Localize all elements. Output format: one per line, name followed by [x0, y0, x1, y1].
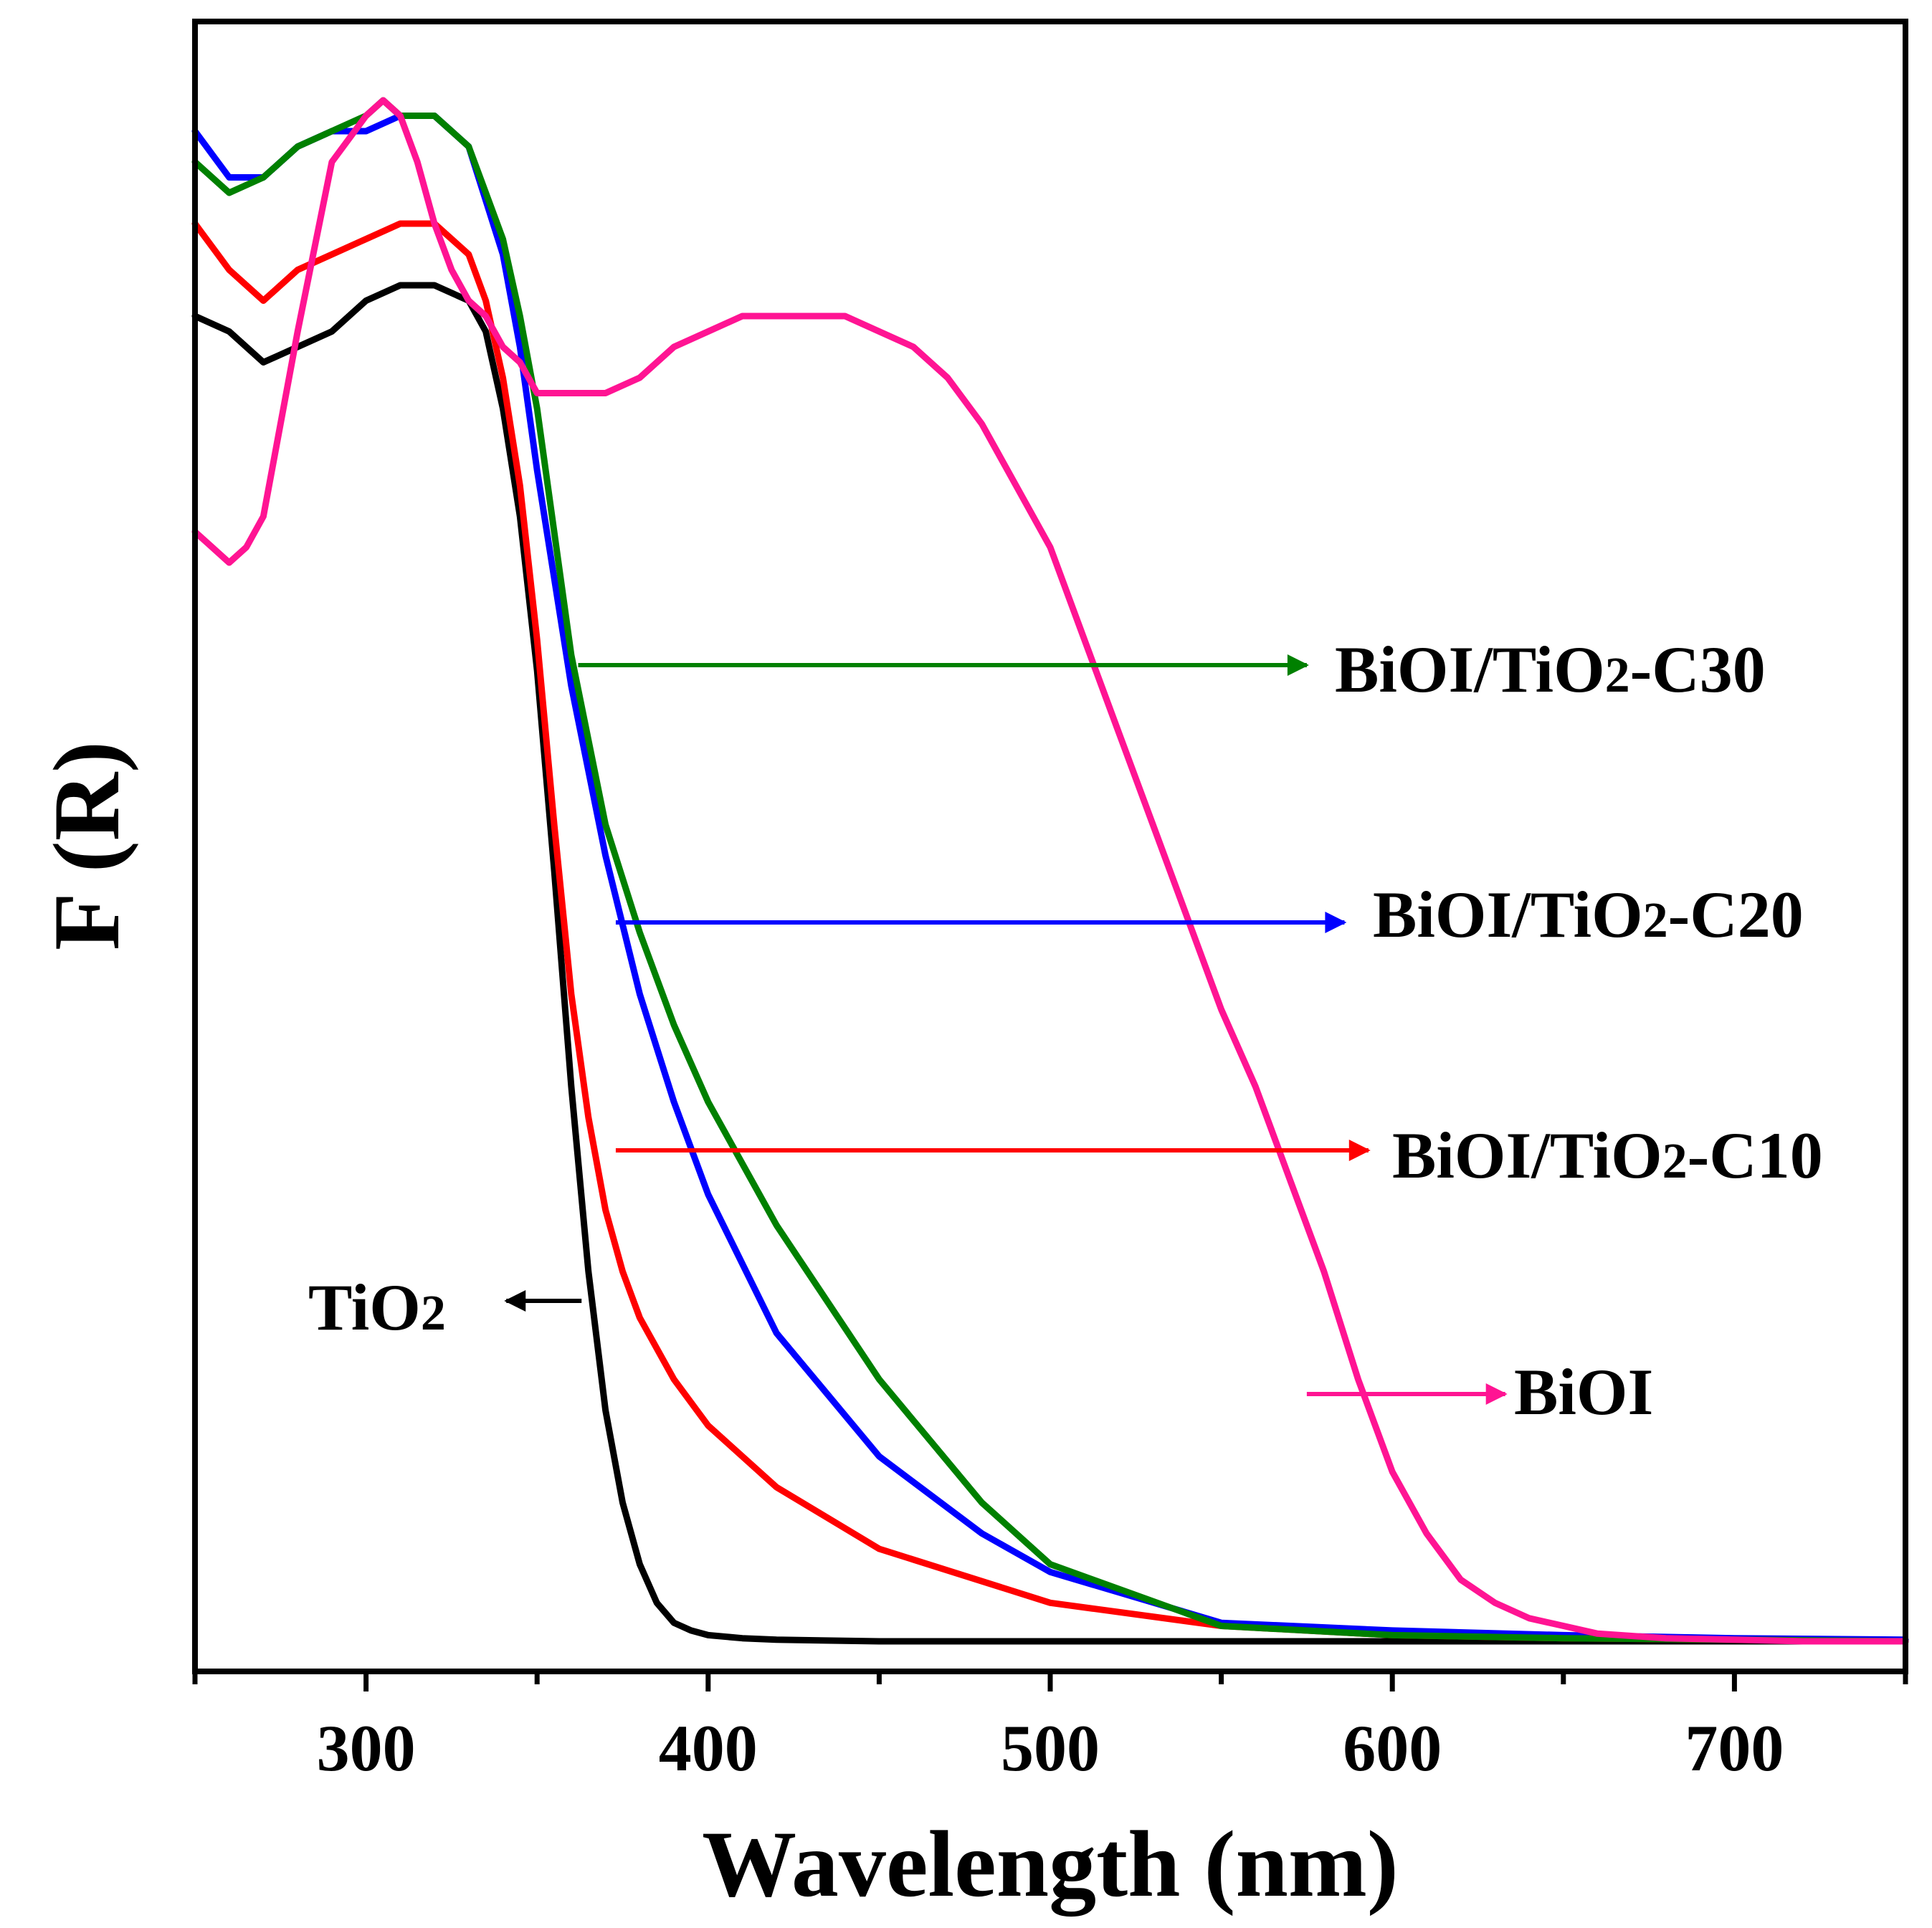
annotation-label-bioi-tio2-c20: BiOI/TiO2-C20: [1373, 878, 1804, 951]
series-layer: [191, 97, 1909, 1645]
x-tick-label-400: 400: [659, 1712, 758, 1785]
y-axis-title: F (R): [34, 741, 139, 950]
annotation-label-bioi-tio2-c10: BiOI/TiO2-C10: [1392, 1119, 1823, 1192]
x-tick-label-500: 500: [1001, 1712, 1100, 1785]
x-tick-label-600: 600: [1343, 1712, 1442, 1785]
series-line-bioi-tio2-c10: [191, 220, 1909, 1645]
x-axis-title: Wavelength (nm): [702, 1811, 1399, 1917]
series-line-bioi: [191, 97, 1909, 1645]
annotation-label-bioi-tio2-c30: BiOI/TiO2-C30: [1335, 633, 1766, 706]
annotation-label-bioi: BiOI: [1514, 1355, 1653, 1428]
x-tick-label-300: 300: [317, 1712, 416, 1785]
x-axis-ticks: 300 400 500 600 700: [192, 1671, 1908, 1785]
annotation-label-tio2: TiO2: [308, 1271, 446, 1344]
series-line-tio2: [191, 282, 1909, 1645]
x-tick-label-700: 700: [1685, 1712, 1784, 1785]
series-line-bioi-tio2-c30: [191, 97, 1909, 1645]
annotation-layer: BiOI/TiO2-C30 BiOI/TiO2-C20 BiOI/TiO2-C10 T…: [308, 633, 1823, 1428]
